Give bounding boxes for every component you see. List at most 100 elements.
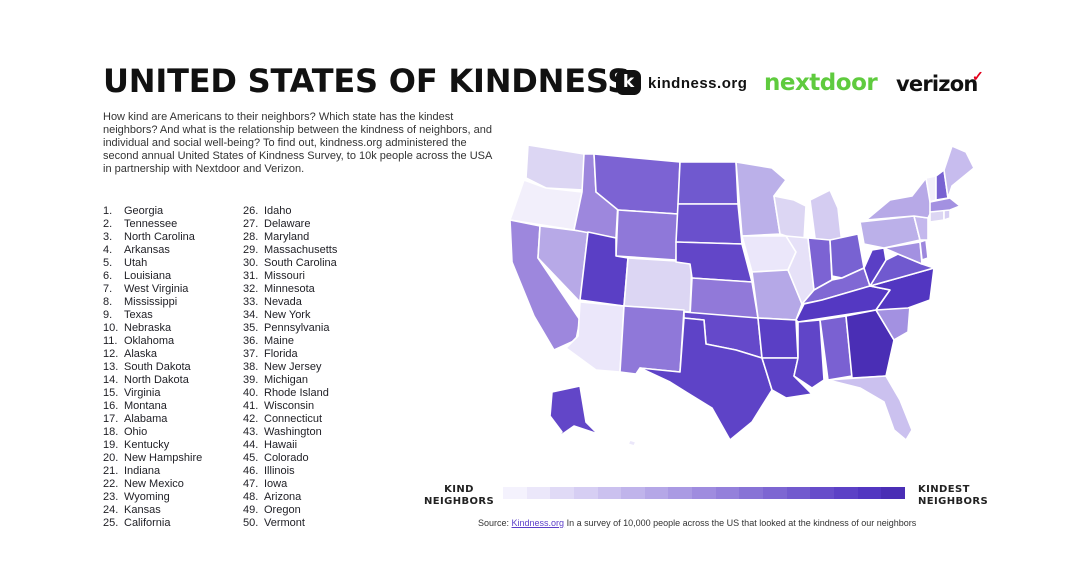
kindness-logo-icon: k: [616, 70, 641, 95]
legend-swatch: [857, 487, 882, 499]
ranking-state: Maryland: [264, 231, 310, 243]
ranking-number: 30.: [243, 257, 259, 269]
legend-swatch: [526, 487, 551, 499]
ranking-number: 35.: [243, 322, 259, 334]
ranking-item: 44. Hawaii: [243, 439, 337, 452]
ranking-state: Michigan: [264, 374, 309, 386]
page-title: UNITED STATES OF KINDNESS: [103, 62, 631, 100]
legend-swatch: [881, 487, 905, 499]
ranking-number: 39.: [243, 374, 259, 386]
ranking-item: 9. Texas: [103, 309, 202, 322]
ranking-state: Washington: [264, 426, 322, 438]
ranking-item: 5. Utah: [103, 257, 202, 270]
ranking-state: Wisconsin: [264, 400, 315, 412]
ranking-number: 20.: [103, 452, 119, 464]
ranking-state: South Dakota: [124, 361, 191, 373]
ranking-item: 41. Wisconsin: [243, 400, 337, 413]
ranking-number: 23.: [103, 491, 119, 503]
ranking-state: Montana: [124, 400, 167, 412]
ranking-item: 27. Delaware: [243, 218, 337, 231]
ranking-item: 14. North Dakota: [103, 374, 202, 387]
ranking-state: Ohio: [124, 426, 148, 438]
ranking-item: 21. Indiana: [103, 465, 202, 478]
state-michigan: [809, 189, 843, 247]
ranking-number: 33.: [243, 296, 259, 308]
ranking-number: 5.: [103, 257, 113, 269]
ranking-state: Rhode Island: [264, 387, 329, 399]
state-washington: [525, 144, 585, 191]
ranking-item: 13. South Dakota: [103, 361, 202, 374]
legend-low-label: KIND NEIGHBORS: [424, 484, 495, 507]
state-alaska: [543, 385, 599, 453]
ranking-state: Missouri: [264, 270, 305, 282]
ranking-number: 36.: [243, 335, 259, 347]
legend-swatch: [810, 487, 834, 499]
state-west-virginia: [863, 247, 887, 287]
ranking-item: 35. Pennsylvania: [243, 322, 337, 335]
legend-swatch: [621, 487, 645, 499]
ranking-state: Oklahoma: [124, 335, 175, 347]
ranking-item: 11. Oklahoma: [103, 335, 202, 348]
ranking-state: Idaho: [264, 205, 292, 217]
ranking-item: 25. California: [103, 517, 202, 530]
ranking-item: 2. Tennessee: [103, 218, 202, 231]
ranking-state: Louisiana: [124, 270, 172, 282]
ranking-item: 1. Georgia: [103, 205, 202, 218]
ranking-number: 32.: [243, 283, 259, 295]
ranking-number: 31.: [243, 270, 259, 282]
ranking-state: Georgia: [124, 205, 164, 217]
ranking-number: 38.: [243, 361, 259, 373]
ranking-state: Florida: [264, 348, 298, 360]
ranking-number: 49.: [243, 504, 259, 516]
ranking-number: 3.: [103, 231, 113, 243]
source-link[interactable]: Kindness.org: [511, 518, 565, 528]
us-kindness-map: [509, 144, 975, 453]
state-wyoming: [615, 209, 679, 261]
ranking-state: South Carolina: [264, 257, 337, 269]
state-florida: [827, 375, 913, 441]
ranking-state: Texas: [124, 309, 153, 321]
ranking-state: Delaware: [264, 218, 311, 230]
ranking-item: 7. West Virginia: [103, 283, 202, 296]
ranking-state: Wyoming: [124, 491, 170, 503]
ranking-number: 29.: [243, 244, 259, 256]
legend-swatch: [668, 487, 693, 499]
ranking-number: 9.: [103, 309, 113, 321]
ranking-item: 50. Vermont: [243, 517, 337, 530]
ranking-state: Arizona: [264, 491, 302, 503]
state-kansas: [689, 277, 759, 319]
ranking-list-column-2: 26. Idaho 27. Delaware 28. Maryland 29. Massach…: [243, 205, 337, 530]
ranking-number: 46.: [243, 465, 259, 477]
ranking-state: Pennsylvania: [264, 322, 330, 334]
verizon-check-icon: ✓: [972, 68, 984, 84]
state-mississippi: [793, 319, 825, 389]
state-maryland: [883, 241, 923, 265]
ranking-item: 24. Kansas: [103, 504, 202, 517]
state-iowa: [741, 235, 797, 273]
ranking-number: 4.: [103, 244, 113, 256]
state-colorado: [623, 257, 693, 313]
ranking-number: 13.: [103, 361, 119, 373]
ranking-number: 15.: [103, 387, 119, 399]
ranking-number: 34.: [243, 309, 259, 321]
ranking-state: Tennessee: [124, 218, 178, 230]
ranking-state: Colorado: [264, 452, 309, 464]
state-south-dakota: [675, 203, 743, 245]
state-hawaii: [627, 439, 637, 447]
ranking-item: 6. Louisiana: [103, 270, 202, 283]
ranking-item: 45. Colorado: [243, 452, 337, 465]
ranking-item: 49. Oregon: [243, 504, 337, 517]
legend-swatch: [739, 487, 764, 499]
legend-swatch: [833, 487, 858, 499]
ranking-number: 45.: [243, 452, 259, 464]
ranking-number: 26.: [243, 205, 259, 217]
ranking-item: 20. New Hampshire: [103, 452, 202, 465]
state-arkansas: [757, 317, 799, 359]
ranking-state: California: [124, 517, 171, 529]
partner-logos: k kindness.org nextdoor verizon ✓: [616, 68, 986, 102]
legend-swatch: [786, 487, 811, 499]
ranking-number: 25.: [103, 517, 119, 529]
ranking-state: Hawaii: [264, 439, 298, 451]
nextdoor-logo: nextdoor: [764, 70, 878, 96]
ranking-item: 12. Alaska: [103, 348, 202, 361]
